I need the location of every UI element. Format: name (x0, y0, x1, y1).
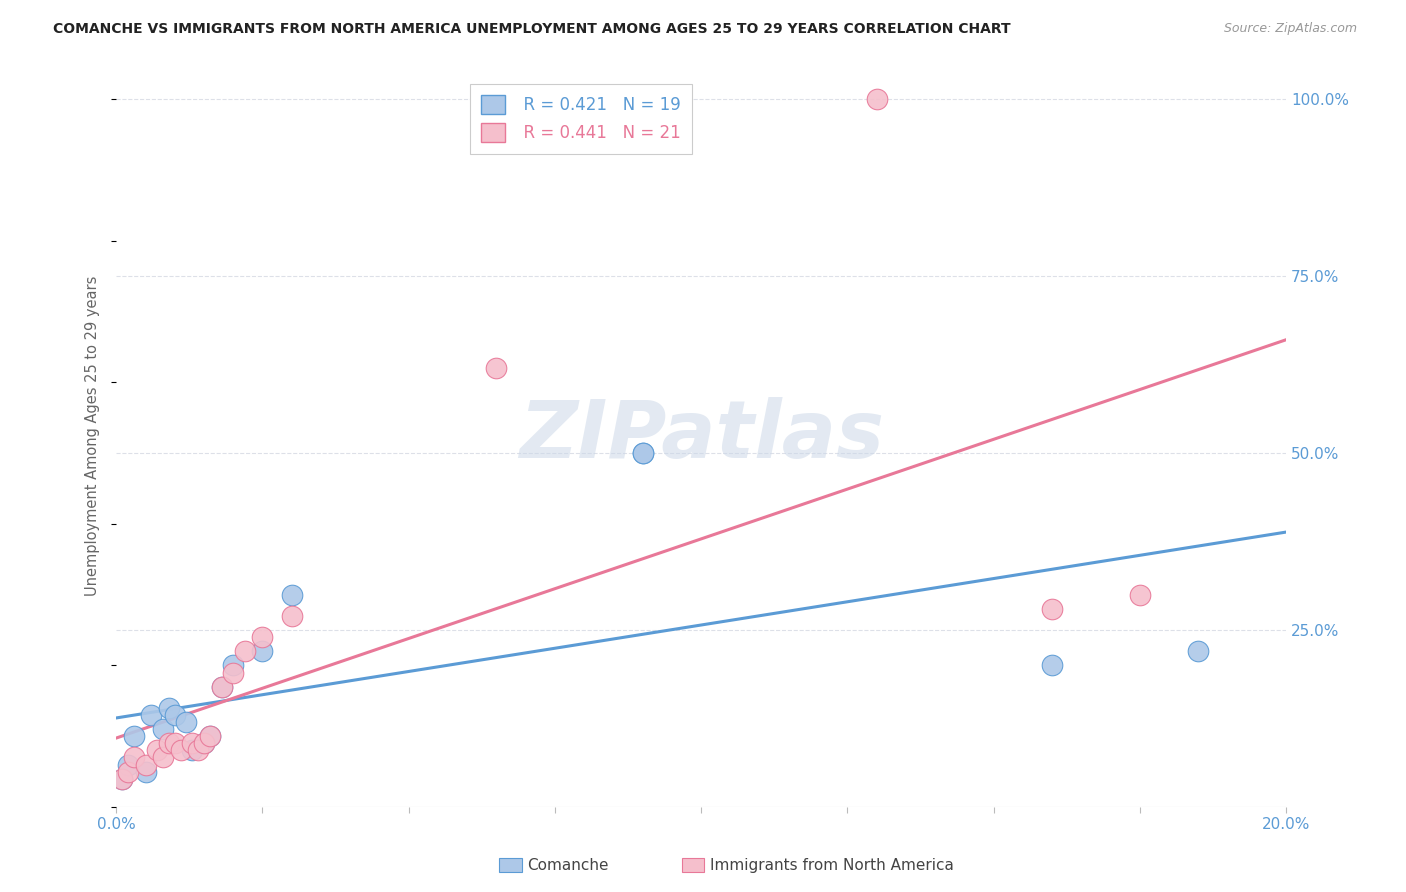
Point (111, 772, 134, 786)
Point (252, 630, 274, 644)
Point (211, 680, 233, 694)
Point (631, 446, 654, 460)
Point (152, 750, 174, 764)
Point (211, 680, 233, 694)
Point (198, 729, 221, 743)
Point (193, 736, 215, 750)
Point (187, 743, 209, 757)
Point (222, 665, 245, 680)
Point (1187, 644, 1209, 658)
Y-axis label: Unemployment Among Ages 25 to 29 years: Unemployment Among Ages 25 to 29 years (86, 276, 100, 596)
Point (134, 764, 156, 779)
Point (117, 757, 139, 772)
Point (181, 743, 204, 757)
Point (222, 658, 245, 673)
Text: Source: ZipAtlas.com: Source: ZipAtlas.com (1223, 22, 1357, 36)
Point (163, 708, 186, 723)
Point (193, 736, 215, 750)
Text: ZIPatlas: ZIPatlas (519, 397, 883, 475)
Point (157, 736, 180, 750)
Point (1040, 658, 1063, 673)
Text: COMANCHE VS IMMIGRANTS FROM NORTH AMERICA UNEMPLOYMENT AMONG AGES 25 TO 29 YEARS: COMANCHE VS IMMIGRANTS FROM NORTH AMERIC… (53, 22, 1011, 37)
Point (181, 736, 204, 750)
Point (485, 361, 508, 376)
Point (163, 736, 186, 750)
Point (198, 729, 221, 743)
Point (146, 743, 169, 757)
Point (169, 743, 191, 757)
Text: Immigrants from North America: Immigrants from North America (710, 858, 953, 872)
Legend:   R = 0.421   N = 19,   R = 0.441   N = 21: R = 0.421 N = 19, R = 0.441 N = 21 (470, 84, 692, 153)
Point (252, 644, 274, 658)
Point (134, 757, 156, 772)
Point (157, 701, 180, 715)
Point (152, 722, 174, 736)
Point (122, 750, 145, 764)
Point (280, 609, 302, 624)
Point (111, 772, 134, 786)
Text: Comanche: Comanche (527, 858, 609, 872)
Point (122, 729, 145, 743)
Point (141, 708, 163, 723)
Point (631, 446, 654, 460)
Point (1040, 602, 1063, 616)
Point (117, 764, 139, 779)
Point (233, 644, 256, 658)
Point (865, 92, 887, 106)
Point (176, 715, 198, 730)
Point (280, 588, 302, 602)
Point (1129, 588, 1152, 602)
